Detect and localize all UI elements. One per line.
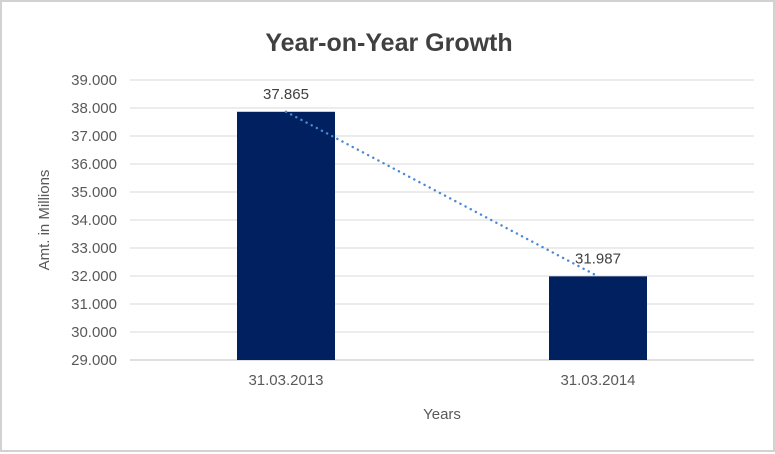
- x-axis-category-label: 31.03.2014: [560, 372, 635, 389]
- y-axis-tick-label: 31.000: [71, 296, 117, 313]
- y-axis-tick-label: 35.000: [71, 184, 117, 201]
- y-axis-tick-label: 38.000: [71, 100, 117, 117]
- axis-labels-layer: 39.000 38.000 37.000 36.000 35.000 34.000 33.0…: [71, 72, 635, 389]
- x-axis-category-label: 31.03.2013: [248, 372, 323, 389]
- y-axis-tick-label: 36.000: [71, 156, 117, 173]
- bar: [549, 276, 647, 360]
- chart-title: Year-on-Year Growth: [265, 29, 512, 57]
- bar: [237, 111, 335, 360]
- x-axis-title: Years: [423, 406, 461, 423]
- y-axis-tick-label: 30.000: [71, 324, 117, 341]
- y-axis-title: Amt. in Millions: [36, 170, 53, 271]
- y-axis-tick-label: 37.000: [71, 128, 117, 145]
- data-label: 31.987: [575, 250, 621, 267]
- y-axis-tick-label: 39.000: [71, 72, 117, 89]
- bars-layer: [237, 111, 647, 360]
- trendline-layer: [284, 110, 600, 278]
- data-label: 37.865: [263, 86, 309, 103]
- trendline-dotted: [284, 110, 600, 278]
- y-axis-tick-label: 34.000: [71, 212, 117, 229]
- gridlines-layer: [130, 79, 754, 361]
- y-axis-tick-label: 32.000: [71, 268, 117, 285]
- y-axis-tick-label: 33.000: [71, 240, 117, 257]
- y-axis-tick-label: 29.000: [71, 352, 117, 369]
- data-labels-layer: 37.865 31.987: [263, 86, 621, 268]
